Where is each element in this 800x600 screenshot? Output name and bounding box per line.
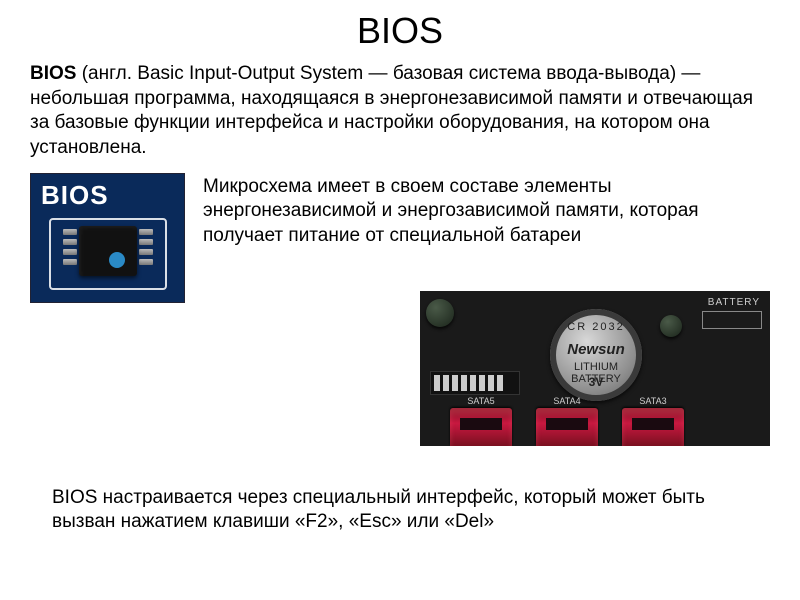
bios-chip-label: BIOS bbox=[41, 180, 109, 211]
chip-body bbox=[79, 226, 137, 276]
mid-row: BIOS Микросхема имеет в своем составе эл… bbox=[30, 173, 770, 303]
battery-brand-label: Newsun bbox=[550, 341, 642, 358]
sata-port-icon: SATA5 bbox=[450, 408, 512, 446]
motherboard-image: BATTERY CR 2032 Newsun LITHIUM BATTERY 3… bbox=[420, 291, 770, 446]
chip-pins-left bbox=[63, 229, 77, 265]
motherboard-row: BATTERY CR 2032 Newsun LITHIUM BATTERY 3… bbox=[30, 291, 770, 446]
sata-port-icon: SATA3 bbox=[622, 408, 684, 446]
intro-rest: (англ. Basic Input-Output System — базов… bbox=[30, 63, 753, 158]
page-title: BIOS bbox=[30, 10, 770, 52]
sata-label: SATA5 bbox=[450, 396, 512, 406]
intro-lead: BIOS bbox=[30, 63, 76, 84]
front-header-icon bbox=[430, 371, 520, 395]
battery-voltage-label: 3V bbox=[550, 375, 642, 389]
cmos-battery-icon: CR 2032 Newsun LITHIUM BATTERY 3V bbox=[550, 309, 642, 401]
bios-chip-image: BIOS bbox=[30, 173, 185, 303]
intro-paragraph: BIOS (англ. Basic Input-Output System — … bbox=[30, 62, 770, 161]
chip-dot-icon bbox=[109, 252, 125, 268]
sata-port-icon: SATA4 bbox=[536, 408, 598, 446]
capacitor-icon bbox=[426, 299, 454, 327]
silk-box-icon bbox=[702, 311, 762, 329]
silk-battery-label: BATTERY bbox=[708, 297, 760, 308]
chip-pins-right bbox=[139, 229, 153, 265]
battery-cr-label: CR 2032 bbox=[550, 321, 642, 333]
sata-label: SATA4 bbox=[536, 396, 598, 406]
sata-row: SATA5 SATA4 SATA3 bbox=[450, 408, 684, 446]
sata-label: SATA3 bbox=[622, 396, 684, 406]
outro-paragraph: BIOS настраивается через специальный инт… bbox=[52, 486, 748, 535]
capacitor-icon bbox=[660, 315, 682, 337]
mid-text: Микросхема имеет в своем составе элемент… bbox=[203, 173, 770, 249]
slide: BIOS BIOS (англ. Basic Input-Output Syst… bbox=[0, 0, 800, 600]
